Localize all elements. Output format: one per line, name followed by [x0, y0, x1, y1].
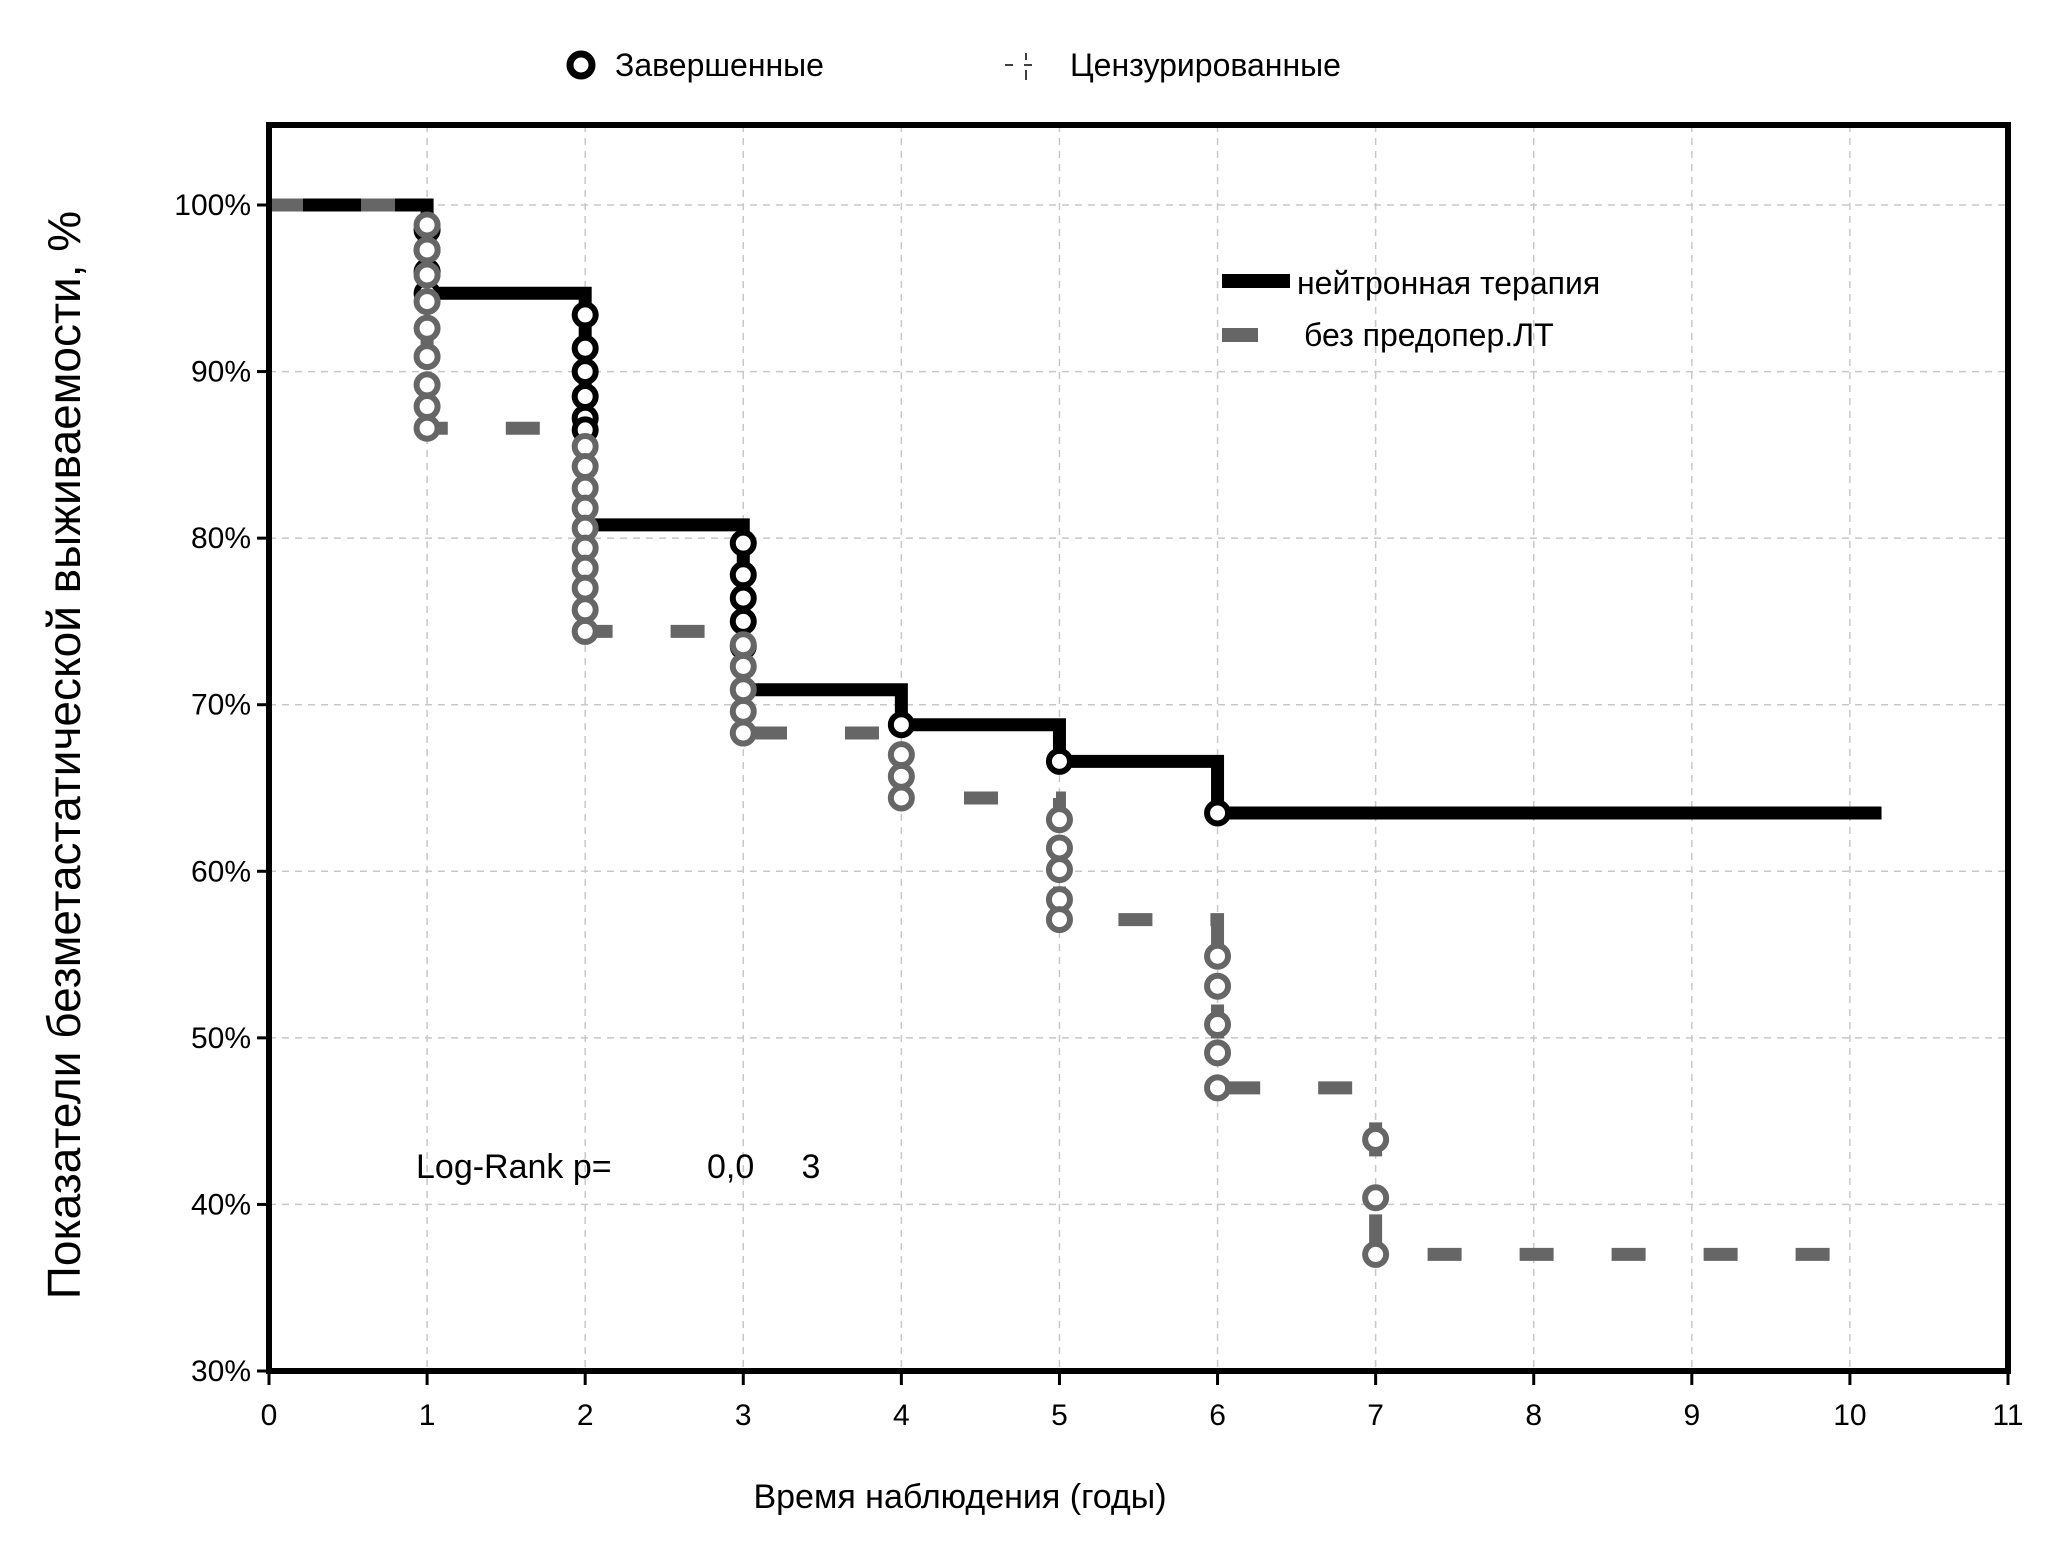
y-tick-label-30: 30% — [191, 1355, 251, 1388]
series-1-event-marker-10 — [729, 529, 757, 557]
series-1-event-marker-17 — [1204, 799, 1232, 827]
series-2-event-marker-22 — [729, 697, 757, 725]
series-1-event-marker-13 — [729, 607, 757, 635]
series-2-event-marker-7 — [413, 393, 441, 421]
y-tick-label-60: 60% — [191, 855, 251, 888]
axis-ticks: 0 1 2 3 4 5 6 7 8 9 10 11 30% 40% 50% 60% 70% 80% 90% 100% — [174, 189, 2023, 1432]
series-line-1 — [269, 198, 1882, 820]
x-tick-label-8: 8 — [1525, 1399, 1542, 1432]
y-axis-title: Показатели безметастатической выживаемос… — [38, 211, 90, 1299]
log-rank-label: Log-Rank p= — [416, 1148, 612, 1186]
series-2-event-marker-4 — [413, 314, 441, 342]
legend-censored-label: Цензурированные — [1070, 47, 1341, 83]
series-2-event-marker-38 — [1362, 1184, 1390, 1212]
series-2-event-marker-28 — [1045, 834, 1073, 862]
series-line-2 — [269, 198, 1882, 1261]
series-2-event-marker-39 — [1362, 1240, 1390, 1268]
series-2-event-marker-3 — [413, 288, 441, 316]
x-tick-label-2: 2 — [577, 1399, 594, 1432]
series-2-event-marker-23 — [729, 719, 757, 747]
x-tick-label-6: 6 — [1209, 1399, 1226, 1432]
series-2-event-marker-27 — [1045, 806, 1073, 834]
series-2-event-marker-5 — [413, 343, 441, 371]
series-2-event-marker-26 — [887, 784, 915, 812]
series-1-event-marker-11 — [729, 561, 757, 589]
series-2-event-marker-36 — [1204, 1074, 1232, 1102]
series-2-event-marker-8 — [413, 414, 441, 442]
series-2-event-marker-35 — [1204, 1039, 1232, 1067]
series-lines — [269, 198, 1882, 1261]
series-1-event-marker-6 — [571, 358, 599, 386]
marker-legend: Завершенные Цензурированные — [566, 47, 1341, 83]
y-tick-label-70: 70% — [191, 689, 251, 722]
series-2-event-marker-33 — [1204, 972, 1232, 1000]
series-2-event-marker-37 — [1362, 1125, 1390, 1153]
series-2-event-marker-16 — [571, 574, 599, 602]
y-tick-label-90: 90% — [191, 356, 251, 389]
legend-completed-label: Завершенные — [615, 47, 824, 83]
x-tick-label-5: 5 — [1051, 1399, 1068, 1432]
legend-series1-label: нейтронная терапия — [1297, 265, 1600, 301]
y-tick-label-50: 50% — [191, 1022, 251, 1055]
plot-frame — [266, 122, 2011, 1374]
series-2-event-marker-20 — [729, 652, 757, 680]
series-2-event-marker-17 — [571, 596, 599, 624]
x-tick-label-9: 9 — [1683, 1399, 1700, 1432]
x-axis-title: Время наблюдения (годы) — [753, 1478, 1166, 1516]
x-tick-label-11: 11 — [1992, 1399, 2023, 1432]
x-tick-label-1: 1 — [419, 1399, 436, 1432]
x-tick-label-10: 10 — [1833, 1399, 1866, 1432]
y-tick-label-40: 40% — [191, 1188, 251, 1221]
series-2-event-marker-32 — [1204, 942, 1232, 970]
grid-lines — [269, 125, 2008, 1371]
legend-series2-label: без предопер.ЛТ — [1304, 317, 1554, 353]
series-2-event-marker-10 — [571, 453, 599, 481]
y-tick-label-100: 100% — [174, 189, 251, 222]
series-2-event-marker-34 — [1204, 1011, 1232, 1039]
log-rank-value: 0,0 3 — [707, 1148, 820, 1186]
series-legend: нейтронная терапия без предопер.ЛТ — [1222, 265, 1600, 353]
series-2-event-marker-6 — [413, 371, 441, 399]
series-1-event-marker-5 — [571, 334, 599, 362]
completed-marker-icon — [566, 50, 596, 80]
x-tick-label-3: 3 — [735, 1399, 752, 1432]
series-2-event-marker-29 — [1045, 856, 1073, 884]
x-tick-label-4: 4 — [893, 1399, 910, 1432]
series-2-event-marker-19 — [729, 631, 757, 659]
x-tick-label-7: 7 — [1367, 1399, 1384, 1432]
series-1-event-marker-4 — [571, 301, 599, 329]
series-2-event-marker-25 — [887, 762, 915, 790]
series-1-event-marker-16 — [1045, 747, 1073, 775]
series-2-event-marker-21 — [729, 676, 757, 704]
series-2-event-marker-31 — [1045, 906, 1073, 934]
x-tick-label-0: 0 — [261, 1399, 278, 1432]
series-1-event-marker-7 — [571, 383, 599, 411]
series-2-event-marker-18 — [571, 617, 599, 645]
censored-marker-icon — [1005, 53, 1032, 80]
series-2-event-marker-1 — [413, 236, 441, 264]
series-1-event-marker-12 — [729, 584, 757, 612]
event-markers — [413, 211, 1390, 1268]
series-2-event-marker-24 — [887, 741, 915, 769]
y-tick-label-80: 80% — [191, 522, 251, 555]
series-2-event-marker-2 — [413, 261, 441, 289]
series-2-event-marker-0 — [413, 211, 441, 239]
series-1-event-marker-15 — [887, 711, 915, 739]
